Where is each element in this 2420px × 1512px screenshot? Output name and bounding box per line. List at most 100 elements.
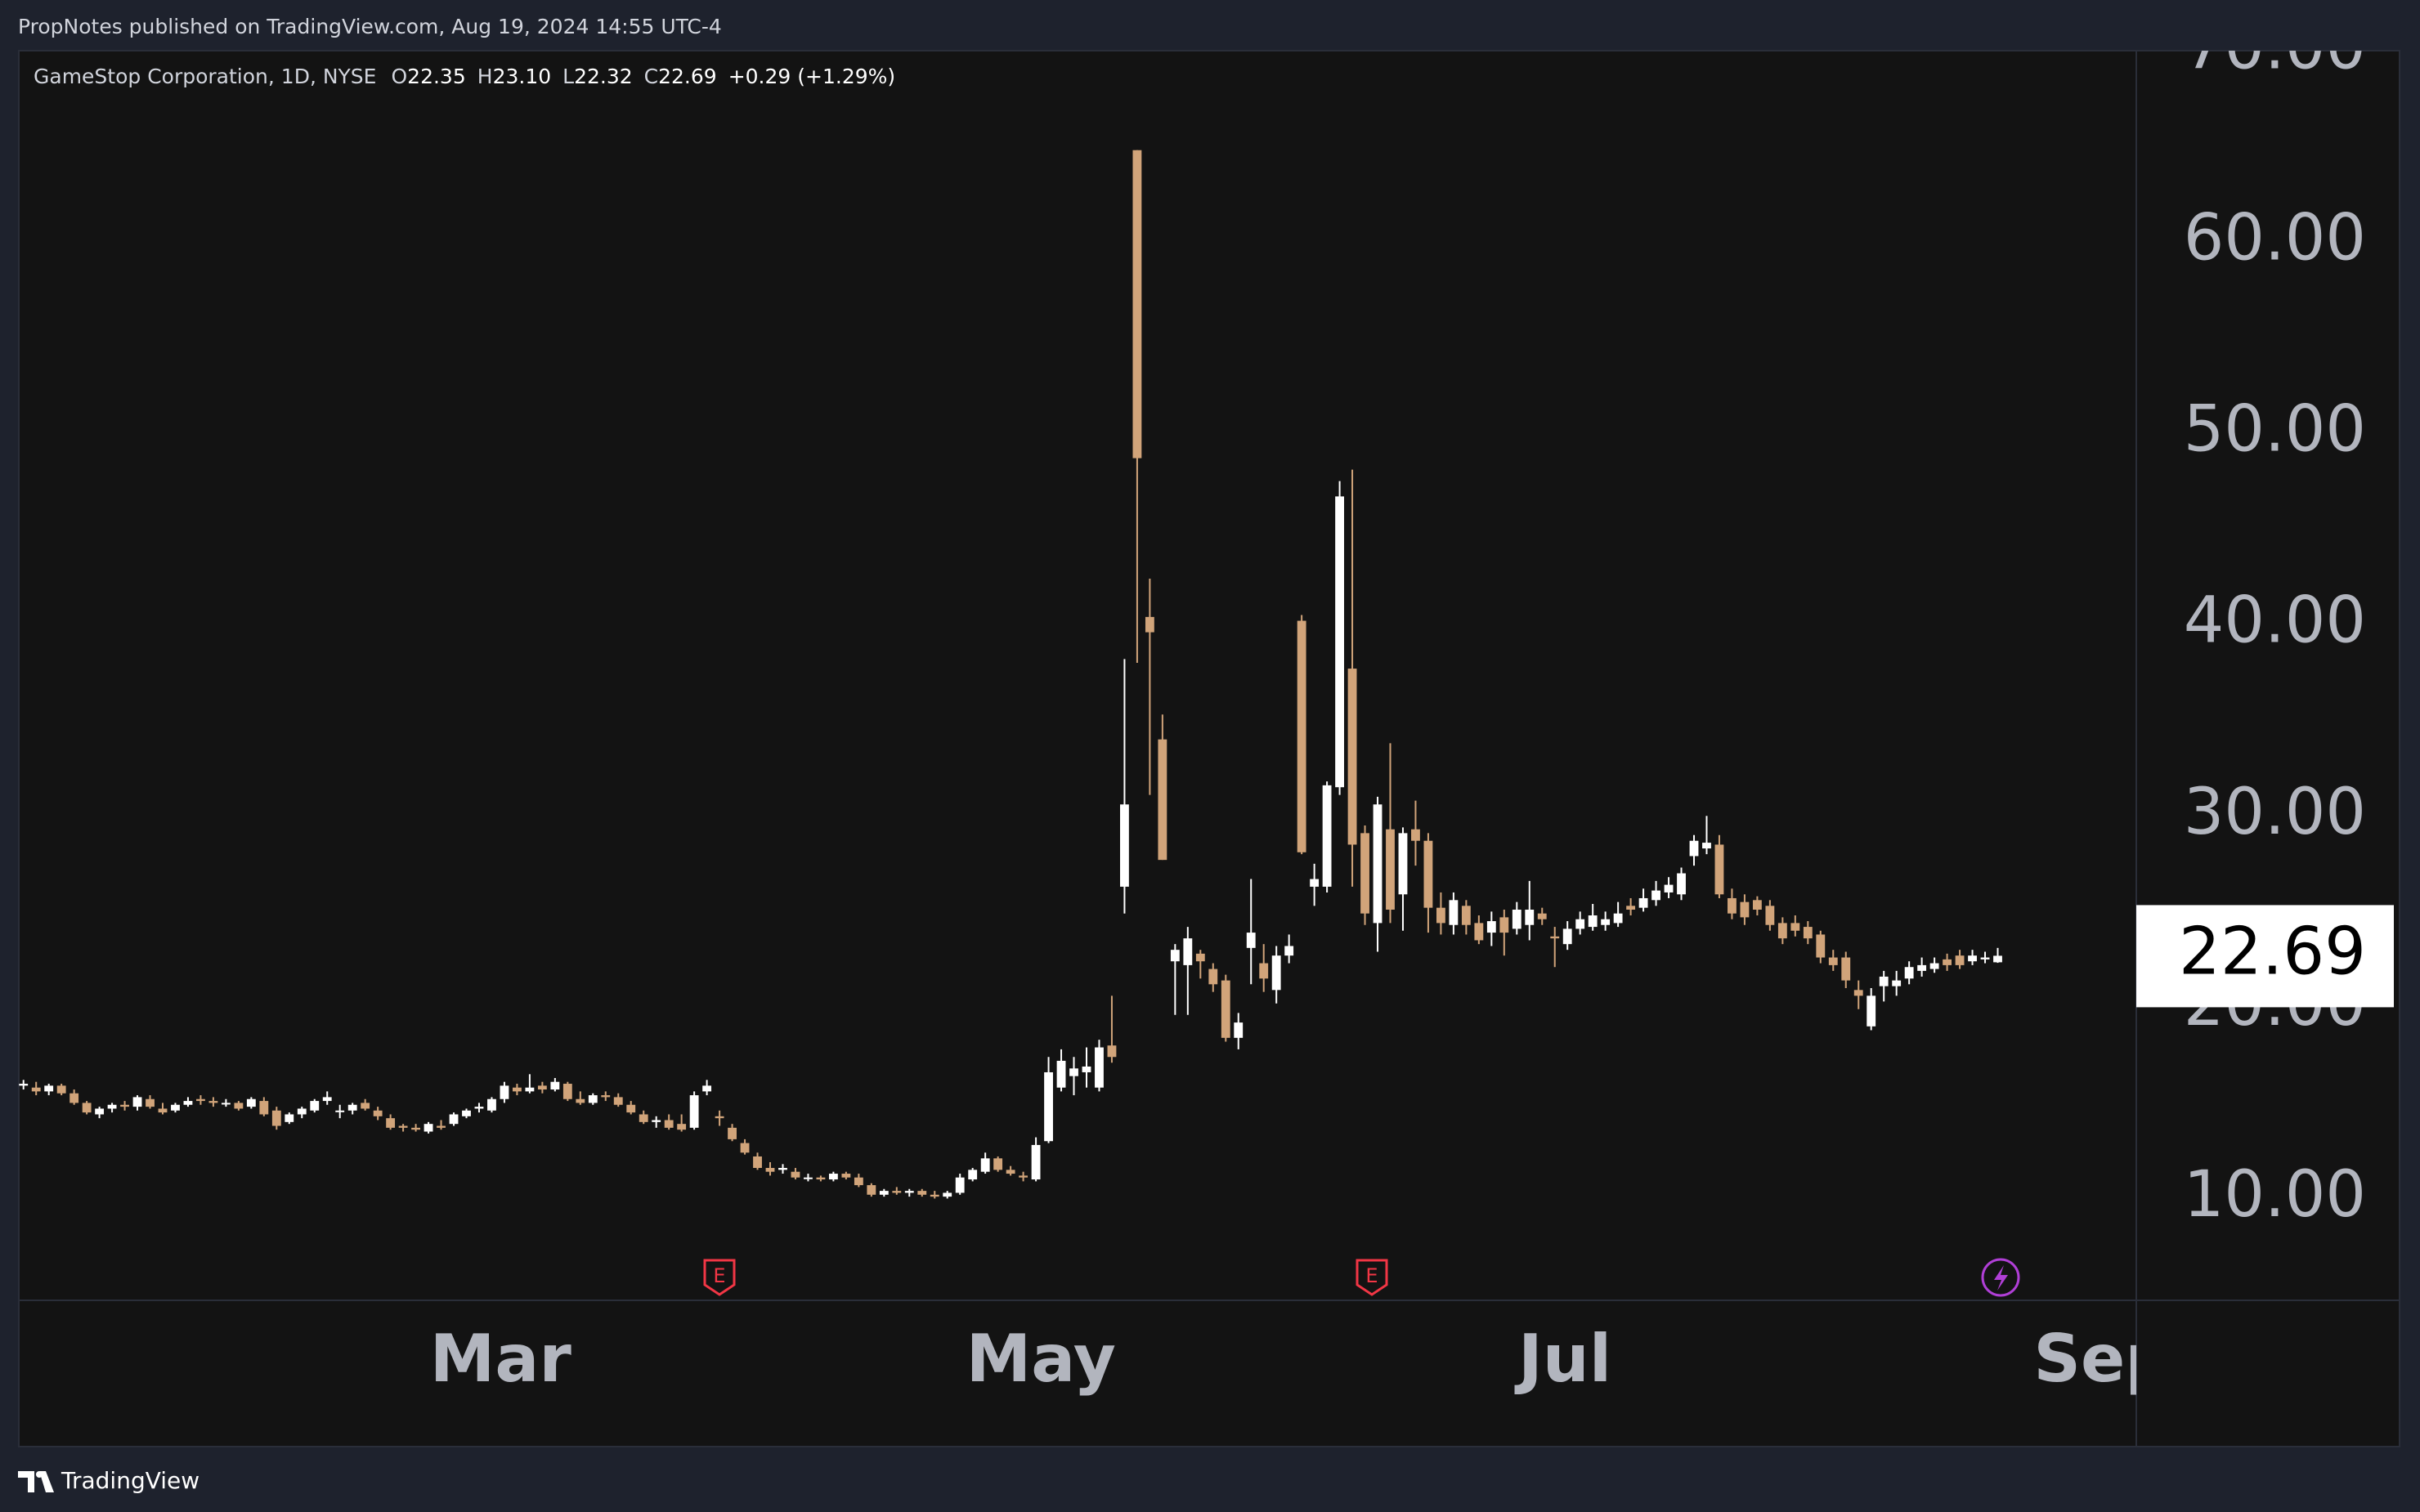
candle-body bbox=[196, 1098, 205, 1102]
candle-body bbox=[373, 1110, 383, 1116]
candle-body bbox=[753, 1156, 762, 1169]
earnings-marker[interactable]: E bbox=[1356, 1259, 1388, 1296]
candle-body bbox=[1777, 923, 1787, 939]
legend-text: GameStop Corporation, 1D, NYSE O22.35 H23.… bbox=[34, 65, 895, 88]
candle-body bbox=[879, 1191, 889, 1195]
candle-body bbox=[310, 1101, 320, 1111]
y-tick-label: 60.00 bbox=[2184, 202, 2366, 275]
candle-body bbox=[1398, 833, 1408, 895]
candle-body bbox=[1562, 928, 1572, 945]
candle-body bbox=[1892, 980, 1902, 986]
candle-body bbox=[1360, 833, 1369, 914]
x-tick-label: Jul bbox=[1514, 1321, 1611, 1397]
candle-body bbox=[1790, 923, 1800, 931]
legend-value: 22.32 bbox=[574, 65, 633, 88]
legend-value: 22.35 bbox=[407, 65, 466, 88]
legend-key: C bbox=[644, 65, 658, 88]
candle-body bbox=[361, 1103, 370, 1109]
candle-body bbox=[740, 1143, 750, 1153]
y-tick-label: 70.00 bbox=[2184, 10, 2366, 83]
candle-body bbox=[652, 1120, 661, 1122]
candle-body bbox=[1512, 910, 1521, 929]
x-tick-label: Sep bbox=[2033, 1321, 2171, 1397]
candle-body bbox=[1208, 968, 1218, 985]
candle-body bbox=[183, 1101, 193, 1105]
candle-body bbox=[1297, 620, 1306, 852]
candle-body bbox=[69, 1093, 79, 1103]
legend-symbol: GameStop Corporation, 1D, NYSE bbox=[34, 65, 376, 88]
candle-body bbox=[1246, 933, 1256, 948]
candle-body bbox=[689, 1095, 699, 1128]
news-marker[interactable] bbox=[1981, 1258, 2020, 1297]
candle-body bbox=[462, 1110, 471, 1116]
legend-value: 22.69 bbox=[658, 65, 717, 88]
earnings-marker[interactable]: E bbox=[703, 1259, 736, 1296]
candle-body bbox=[1234, 1022, 1244, 1038]
candle-body bbox=[904, 1191, 914, 1193]
candle-body bbox=[347, 1104, 357, 1111]
candle-body bbox=[1702, 843, 1711, 849]
candle-body bbox=[854, 1177, 863, 1186]
candle-body bbox=[1613, 913, 1623, 924]
candle-body bbox=[791, 1171, 800, 1178]
time-axis: Mar May Jul Sep bbox=[430, 1321, 2171, 1397]
candle-body bbox=[1347, 669, 1357, 845]
candle-body bbox=[1740, 901, 1750, 918]
publisher-note: PropNotes published on TradingView.com, … bbox=[18, 15, 722, 38]
candle-body bbox=[1095, 1047, 1104, 1088]
x-tick-label: Mar bbox=[430, 1321, 572, 1397]
last-price-box bbox=[2136, 905, 2394, 1008]
candle-body bbox=[1537, 913, 1547, 919]
candle-body bbox=[398, 1125, 408, 1128]
candle-body bbox=[1423, 840, 1433, 908]
candle-body bbox=[1284, 946, 1294, 956]
candle-body bbox=[208, 1101, 218, 1103]
candle-body bbox=[804, 1177, 813, 1179]
candle-body bbox=[1449, 900, 1459, 925]
candle-body bbox=[1841, 957, 1851, 981]
candle-body bbox=[968, 1170, 978, 1180]
candle-body bbox=[297, 1108, 307, 1115]
candle-body bbox=[1765, 906, 1775, 925]
candle-body bbox=[588, 1095, 598, 1103]
candle-body bbox=[1132, 150, 1142, 459]
candle-body bbox=[1056, 1060, 1066, 1088]
candle-body bbox=[1031, 1144, 1041, 1180]
candle-body bbox=[1461, 906, 1471, 925]
candle-body bbox=[1867, 995, 1876, 1027]
candle-body bbox=[702, 1085, 712, 1092]
footer-logo bbox=[18, 1471, 54, 1492]
y-tick-label: 30.00 bbox=[2184, 776, 2366, 849]
candle-body bbox=[715, 1116, 724, 1119]
candle-body bbox=[841, 1174, 851, 1178]
candle-body bbox=[259, 1101, 269, 1115]
candle-body bbox=[816, 1177, 826, 1180]
candle-body bbox=[1904, 967, 1914, 979]
candle-body bbox=[1651, 890, 1660, 901]
candle-body bbox=[1310, 879, 1320, 887]
candle-body bbox=[1525, 910, 1535, 925]
candle-body bbox=[234, 1103, 244, 1109]
candle-body bbox=[31, 1087, 41, 1092]
candle-body bbox=[1664, 884, 1674, 892]
candle-body bbox=[728, 1127, 737, 1139]
candle-body bbox=[1588, 915, 1598, 928]
event-label: E bbox=[713, 1264, 725, 1287]
legend-key: H bbox=[477, 65, 493, 88]
candle-body bbox=[525, 1087, 535, 1092]
candle-body bbox=[1170, 950, 1180, 962]
candle-body bbox=[576, 1098, 585, 1103]
candle-body bbox=[1828, 957, 1838, 965]
candle-body bbox=[1107, 1045, 1117, 1058]
y-tick-label: 40.00 bbox=[2184, 584, 2366, 658]
chart-panel bbox=[18, 50, 2400, 1447]
candle-body bbox=[1183, 938, 1193, 965]
candle-body bbox=[221, 1103, 231, 1105]
candle-body bbox=[487, 1098, 496, 1111]
candle-body bbox=[437, 1125, 446, 1128]
candle-body bbox=[677, 1124, 687, 1130]
candle-body bbox=[930, 1194, 939, 1197]
